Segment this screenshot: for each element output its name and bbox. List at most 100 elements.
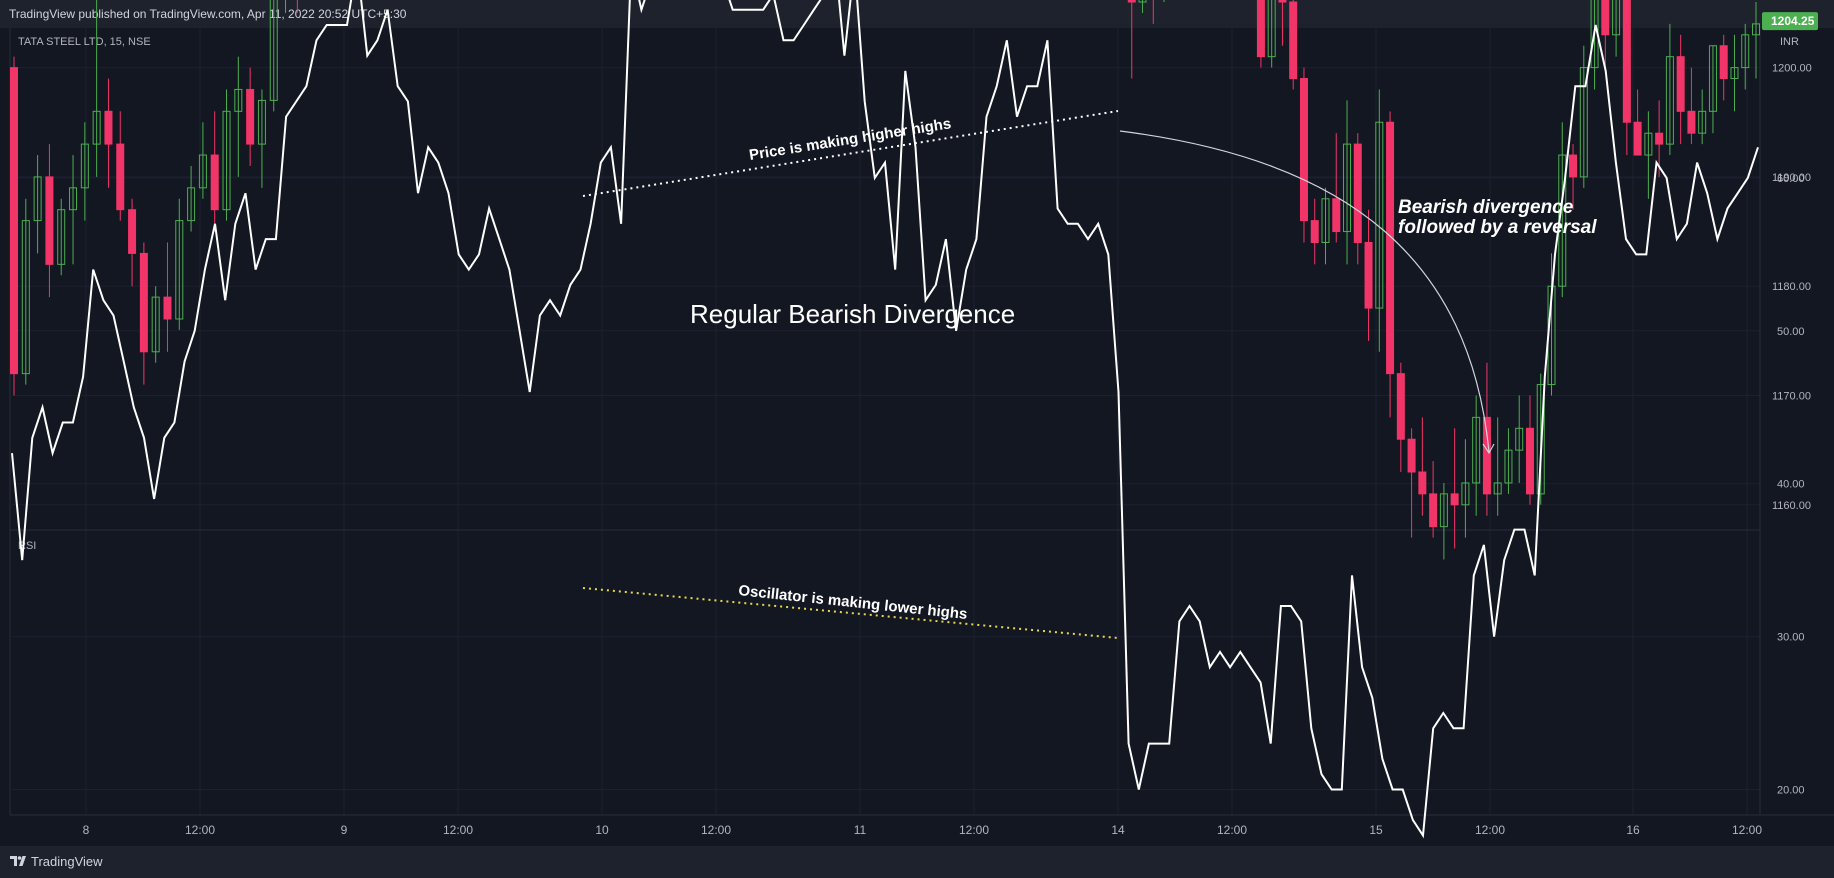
currency-label: INR bbox=[1780, 36, 1799, 48]
candle-body bbox=[1676, 56, 1685, 112]
candle-body bbox=[1708, 45, 1717, 112]
candle-body bbox=[222, 110, 231, 211]
candle-body bbox=[1633, 121, 1642, 156]
candlestick-series bbox=[10, 0, 1760, 560]
candle-body bbox=[128, 209, 137, 254]
last-price-badge-bg bbox=[1762, 12, 1818, 31]
time-tick-label: 14 bbox=[1111, 823, 1125, 837]
time-tick-label: 12:00 bbox=[1732, 823, 1762, 837]
candle-body bbox=[1289, 1, 1298, 80]
candle-body bbox=[1687, 110, 1696, 134]
candle-body bbox=[1601, 0, 1610, 36]
rsi-tick-label: 30.00 bbox=[1777, 632, 1805, 644]
candle-body bbox=[1256, 0, 1265, 58]
rsi-tick-label: 20.00 bbox=[1777, 785, 1805, 797]
candle-body bbox=[139, 252, 148, 353]
candle-body bbox=[1525, 427, 1534, 495]
time-tick-label: 12:00 bbox=[443, 823, 473, 837]
candle-body bbox=[1461, 482, 1470, 506]
candle-body bbox=[187, 187, 196, 222]
price-tick-label: 1180.00 bbox=[1772, 281, 1811, 293]
candle-body bbox=[1730, 67, 1739, 80]
candle-body bbox=[1138, 0, 1147, 3]
chart-canvas[interactable]: TATA STEEL LTD, 15, NSE RSI INR 1160.001… bbox=[0, 0, 1834, 846]
reversal-label-line2: followed by a reversal bbox=[1398, 217, 1597, 238]
last-price-badge: 1204.25 bbox=[1762, 12, 1818, 31]
candle-body bbox=[1439, 493, 1448, 528]
candle-body bbox=[234, 88, 243, 112]
time-tick-label: 10 bbox=[595, 823, 609, 837]
candle-body bbox=[198, 154, 207, 189]
header-bar: TradingView published on TradingView.com… bbox=[0, 0, 1834, 28]
candle-body bbox=[1536, 384, 1545, 495]
candle-body bbox=[33, 176, 42, 222]
candle-body bbox=[163, 296, 172, 320]
time-tick-label: 11 bbox=[854, 823, 867, 837]
candle-body bbox=[92, 110, 101, 145]
candle-body bbox=[1278, 0, 1287, 3]
candle-body bbox=[1698, 110, 1707, 134]
candle-body bbox=[1299, 78, 1308, 222]
candle-body bbox=[1665, 56, 1674, 145]
rsi-line bbox=[11, 0, 1759, 839]
candle-body bbox=[1321, 198, 1330, 243]
price-axis-ticks: 1160.00 1170.00 1180.00 1190.00 1200.00 bbox=[1772, 63, 1812, 512]
candle-body bbox=[1429, 493, 1438, 528]
candle-body bbox=[10, 67, 18, 375]
price-tick-label: 1200.00 bbox=[1772, 63, 1812, 75]
divergence-title: Regular Bearish Divergence bbox=[690, 299, 1015, 329]
vertical-grid bbox=[85, 28, 1748, 815]
candle-body bbox=[246, 88, 255, 145]
time-tick-label: 15 bbox=[1369, 823, 1383, 837]
candle-body bbox=[1472, 416, 1481, 484]
candle-body bbox=[1644, 132, 1653, 156]
time-tick-label: 16 bbox=[1626, 823, 1640, 837]
rsi-tick-label: 60.00 bbox=[1777, 173, 1805, 185]
rsi-tick-label: 40.00 bbox=[1777, 479, 1805, 491]
candle-body bbox=[1493, 482, 1502, 495]
candle-body bbox=[1396, 373, 1405, 440]
price-higher-highs-trendline[interactable] bbox=[582, 110, 1119, 197]
candle-body bbox=[1386, 121, 1395, 375]
candle-body bbox=[257, 99, 266, 145]
horizontal-grid bbox=[12, 24, 1760, 790]
candle-body bbox=[104, 110, 113, 145]
time-tick-label: 12:00 bbox=[185, 823, 215, 837]
candle-body bbox=[1482, 416, 1491, 495]
time-tick-label: 12:00 bbox=[959, 823, 989, 837]
price-tick-label: 1170.00 bbox=[1772, 391, 1811, 403]
reversal-label-line1: Bearish divergence bbox=[1398, 197, 1574, 218]
brand-name: TradingView bbox=[31, 854, 103, 869]
candle-body bbox=[1364, 241, 1373, 309]
candle-body bbox=[1375, 121, 1384, 309]
candle-body bbox=[175, 220, 184, 320]
candle-body bbox=[69, 187, 78, 211]
candle-body bbox=[57, 209, 66, 265]
candle-body bbox=[1515, 427, 1524, 451]
candle-body bbox=[1504, 449, 1513, 484]
candle-body bbox=[1450, 493, 1459, 506]
candle-body bbox=[1612, 0, 1621, 36]
candle-body bbox=[1719, 45, 1728, 80]
candle-body bbox=[116, 143, 125, 211]
time-tick-label: 12:00 bbox=[1475, 823, 1505, 837]
reversal-arrow[interactable] bbox=[1119, 130, 1490, 453]
rsi-tick-label: 50.00 bbox=[1777, 326, 1805, 338]
candle-body bbox=[210, 154, 219, 211]
candle-body bbox=[151, 296, 160, 353]
time-tick-label: 8 bbox=[83, 823, 90, 837]
time-axis-ticks: 8 12:00 9 12:00 10 12:00 11 12:00 14 12:00 15 12:00… bbox=[83, 823, 1763, 837]
candle-body bbox=[1310, 220, 1319, 243]
candle-body bbox=[1418, 471, 1427, 495]
candle-body bbox=[1127, 0, 1136, 3]
last-price-value: 1204.25 bbox=[1771, 14, 1815, 28]
chart-background bbox=[0, 28, 1834, 846]
candle-body bbox=[1343, 143, 1352, 233]
candle-body bbox=[1353, 143, 1362, 243]
tradingview-brand[interactable]: TradingView bbox=[10, 854, 103, 869]
reversal-arrowhead bbox=[1482, 443, 1495, 455]
candle-body bbox=[45, 176, 54, 265]
candle-body bbox=[1569, 154, 1578, 178]
candle-body bbox=[1655, 132, 1664, 145]
price-tick-label: 1160.00 bbox=[1772, 500, 1811, 512]
